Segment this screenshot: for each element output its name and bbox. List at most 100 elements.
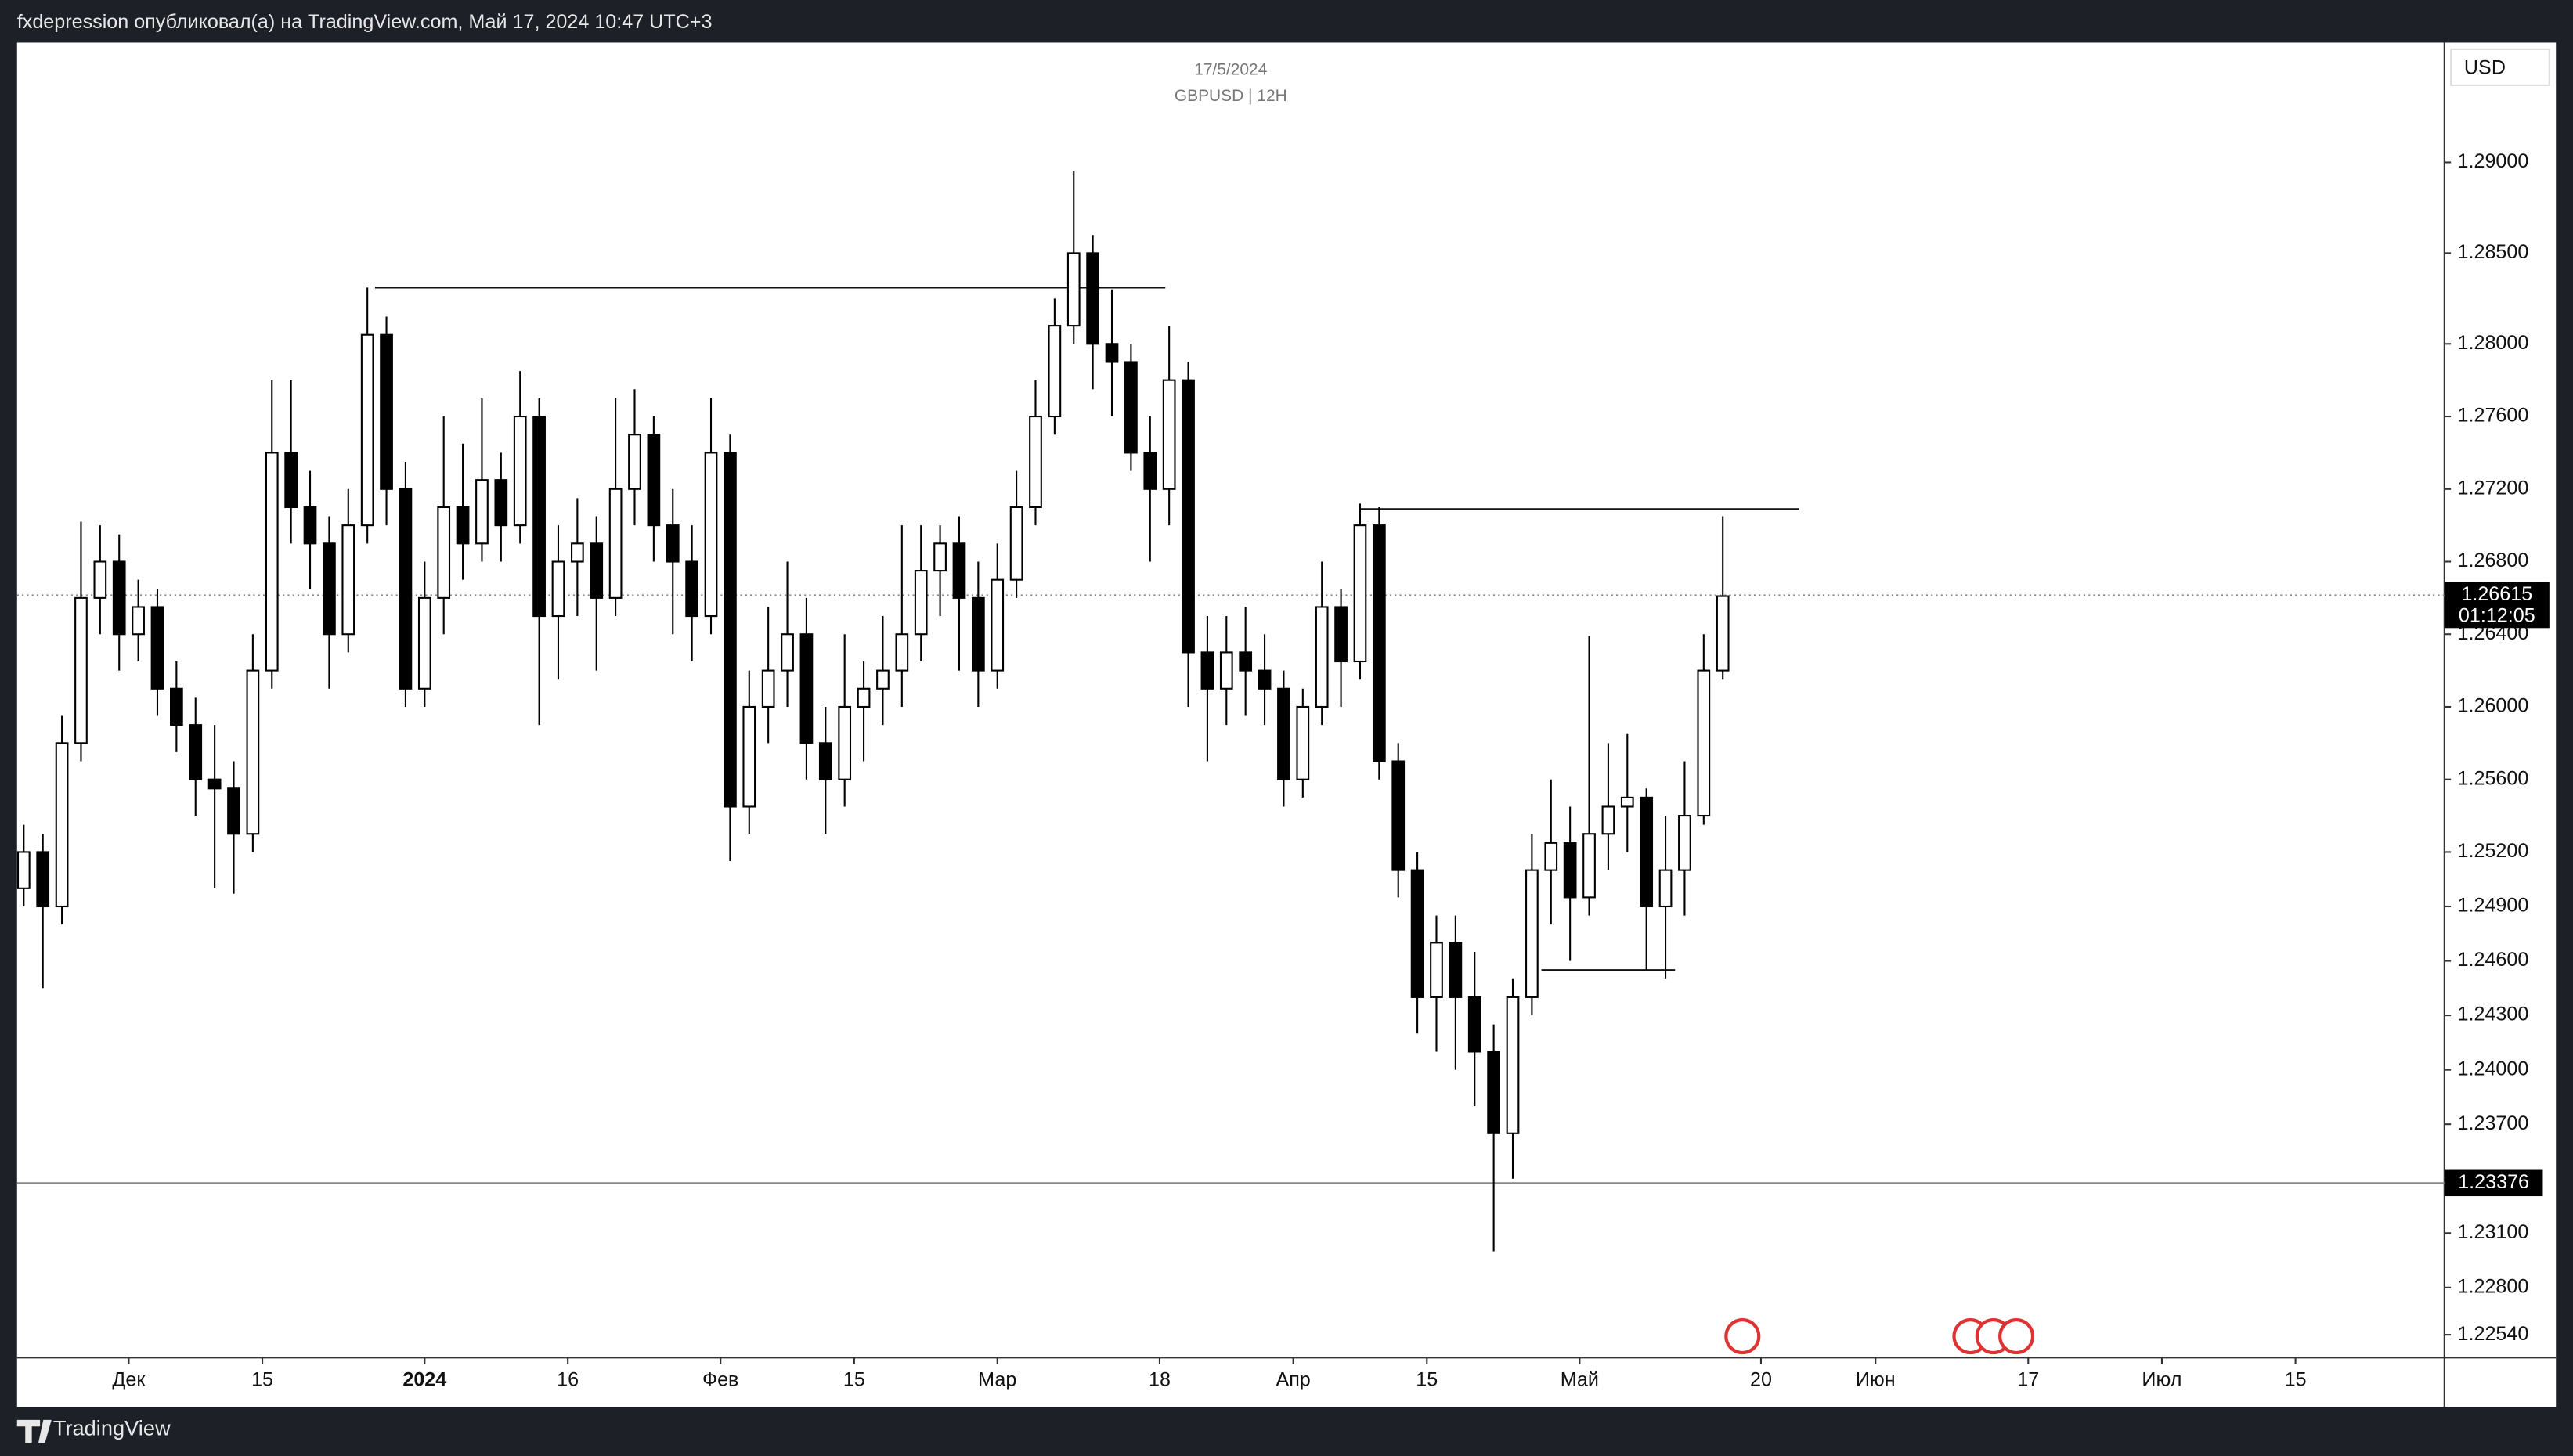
candle-body [1048, 325, 1062, 418]
candle-body [608, 488, 622, 599]
candle-body [227, 787, 240, 835]
candle-body [532, 415, 546, 618]
candle-body [170, 687, 183, 726]
y-tick-label: 1.23700 [2458, 1112, 2529, 1134]
candle-body [704, 452, 718, 618]
candle-body [1678, 815, 1691, 871]
candle-body [895, 633, 909, 672]
candle-body [933, 542, 947, 572]
candle-body [857, 687, 871, 708]
footer: TradingView [53, 1416, 171, 1440]
candle-body [991, 578, 1005, 672]
candle-body [685, 560, 699, 618]
y-tick-label: 1.27600 [2458, 405, 2529, 427]
candle-body [1430, 942, 1443, 998]
candle-body [724, 452, 737, 808]
candle-body [1239, 651, 1253, 672]
candle-body [1258, 669, 1272, 690]
x-tick-label: Дек [112, 1368, 146, 1390]
candle-body [132, 606, 145, 636]
y-tick-label: 1.29000 [2458, 150, 2529, 172]
y-tick-label: 1.28000 [2458, 332, 2529, 354]
candle-body [494, 479, 508, 527]
candle-body [1219, 651, 1233, 690]
event-icons[interactable] [1724, 1318, 2035, 1355]
candle-body [1563, 842, 1577, 899]
event-icon[interactable] [1998, 1318, 2035, 1355]
candle-body [1066, 252, 1081, 327]
currency[interactable]: USD [2464, 57, 2506, 79]
candle-body [742, 705, 756, 808]
candle-body [1544, 842, 1558, 871]
candle-body [1716, 595, 1730, 672]
x-tick-label: Май [1561, 1368, 1599, 1390]
candle-body [1086, 252, 1099, 345]
candle-body [666, 524, 680, 563]
candle-body [323, 542, 336, 636]
candle-body [1582, 833, 1596, 899]
last-price-label: 1.26615 [2461, 583, 2532, 605]
x-tick-label: 15 [251, 1368, 273, 1390]
x-tick-label: 16 [557, 1368, 579, 1390]
y-tick-label: 1.26000 [2458, 695, 2529, 717]
event-icon[interactable] [1724, 1318, 1761, 1355]
x-tick-label: Фев [702, 1368, 738, 1390]
candle-body [570, 542, 584, 563]
candle-body [16, 851, 31, 889]
candle-body [647, 434, 661, 527]
logo [16, 1419, 52, 1443]
y-tick-label: 1.24300 [2458, 1004, 2529, 1025]
candle-body [380, 333, 393, 490]
candle-body [1182, 379, 1195, 654]
candle-body [208, 778, 222, 790]
x-tick-label: 15 [2285, 1368, 2307, 1390]
candle-body [1277, 687, 1290, 780]
candle-body [551, 560, 565, 618]
y-tick-label: 1.24900 [2458, 895, 2529, 917]
y-tick-label: 1.24600 [2458, 949, 2529, 971]
candle-body [818, 742, 832, 780]
y-tick-label: 1.24000 [2458, 1058, 2529, 1079]
x-tick-label: 18 [1149, 1368, 1171, 1390]
candle-body [360, 333, 374, 527]
candle-body [399, 488, 413, 690]
candle-body [93, 560, 107, 599]
candle-body [590, 542, 604, 599]
y-tick-label: 1.25200 [2458, 840, 2529, 862]
candle-body [513, 415, 527, 527]
currency-box[interactable] [2450, 48, 2550, 86]
y-tick-label: 1.22540 [2458, 1323, 2529, 1345]
candle-body [1525, 869, 1539, 998]
countdown: 01:12:05 [2459, 604, 2535, 626]
candle-body [1143, 452, 1157, 490]
candle-body [246, 669, 260, 835]
candle-body [1334, 606, 1348, 663]
chart-title: GBPUSD | 12H [1175, 87, 1287, 105]
candle-body [341, 524, 355, 636]
y-tick-label: 1.26800 [2458, 550, 2529, 571]
candle-body [437, 506, 451, 599]
x-tick-label: 15 [843, 1368, 865, 1390]
candle-body [1009, 506, 1023, 581]
x-tick-label: 17 [2017, 1368, 2039, 1390]
candle-body [265, 452, 279, 672]
candle-body [112, 560, 126, 636]
candle-body [74, 596, 88, 744]
candle-body [914, 570, 928, 636]
candle-body [781, 633, 794, 672]
candle-body [1353, 524, 1367, 663]
y-tick-label: 1.28500 [2458, 241, 2529, 263]
candle-body [417, 596, 431, 690]
x-tick-label: Июн [1856, 1368, 1896, 1390]
candle-body [876, 669, 890, 690]
candle-body [1200, 651, 1214, 690]
y-tick-label: 1.22800 [2458, 1275, 2529, 1297]
candle-body [36, 851, 50, 908]
x-tick-label: 15 [1416, 1368, 1438, 1390]
header: fxdepression опубликовал(а) на TradingVi… [17, 11, 713, 33]
x-tick-label: Апр [1276, 1368, 1310, 1390]
candle-body [284, 452, 298, 509]
last-price-box [2444, 582, 2550, 629]
price-line-label: 1.23376 [2458, 1171, 2529, 1193]
